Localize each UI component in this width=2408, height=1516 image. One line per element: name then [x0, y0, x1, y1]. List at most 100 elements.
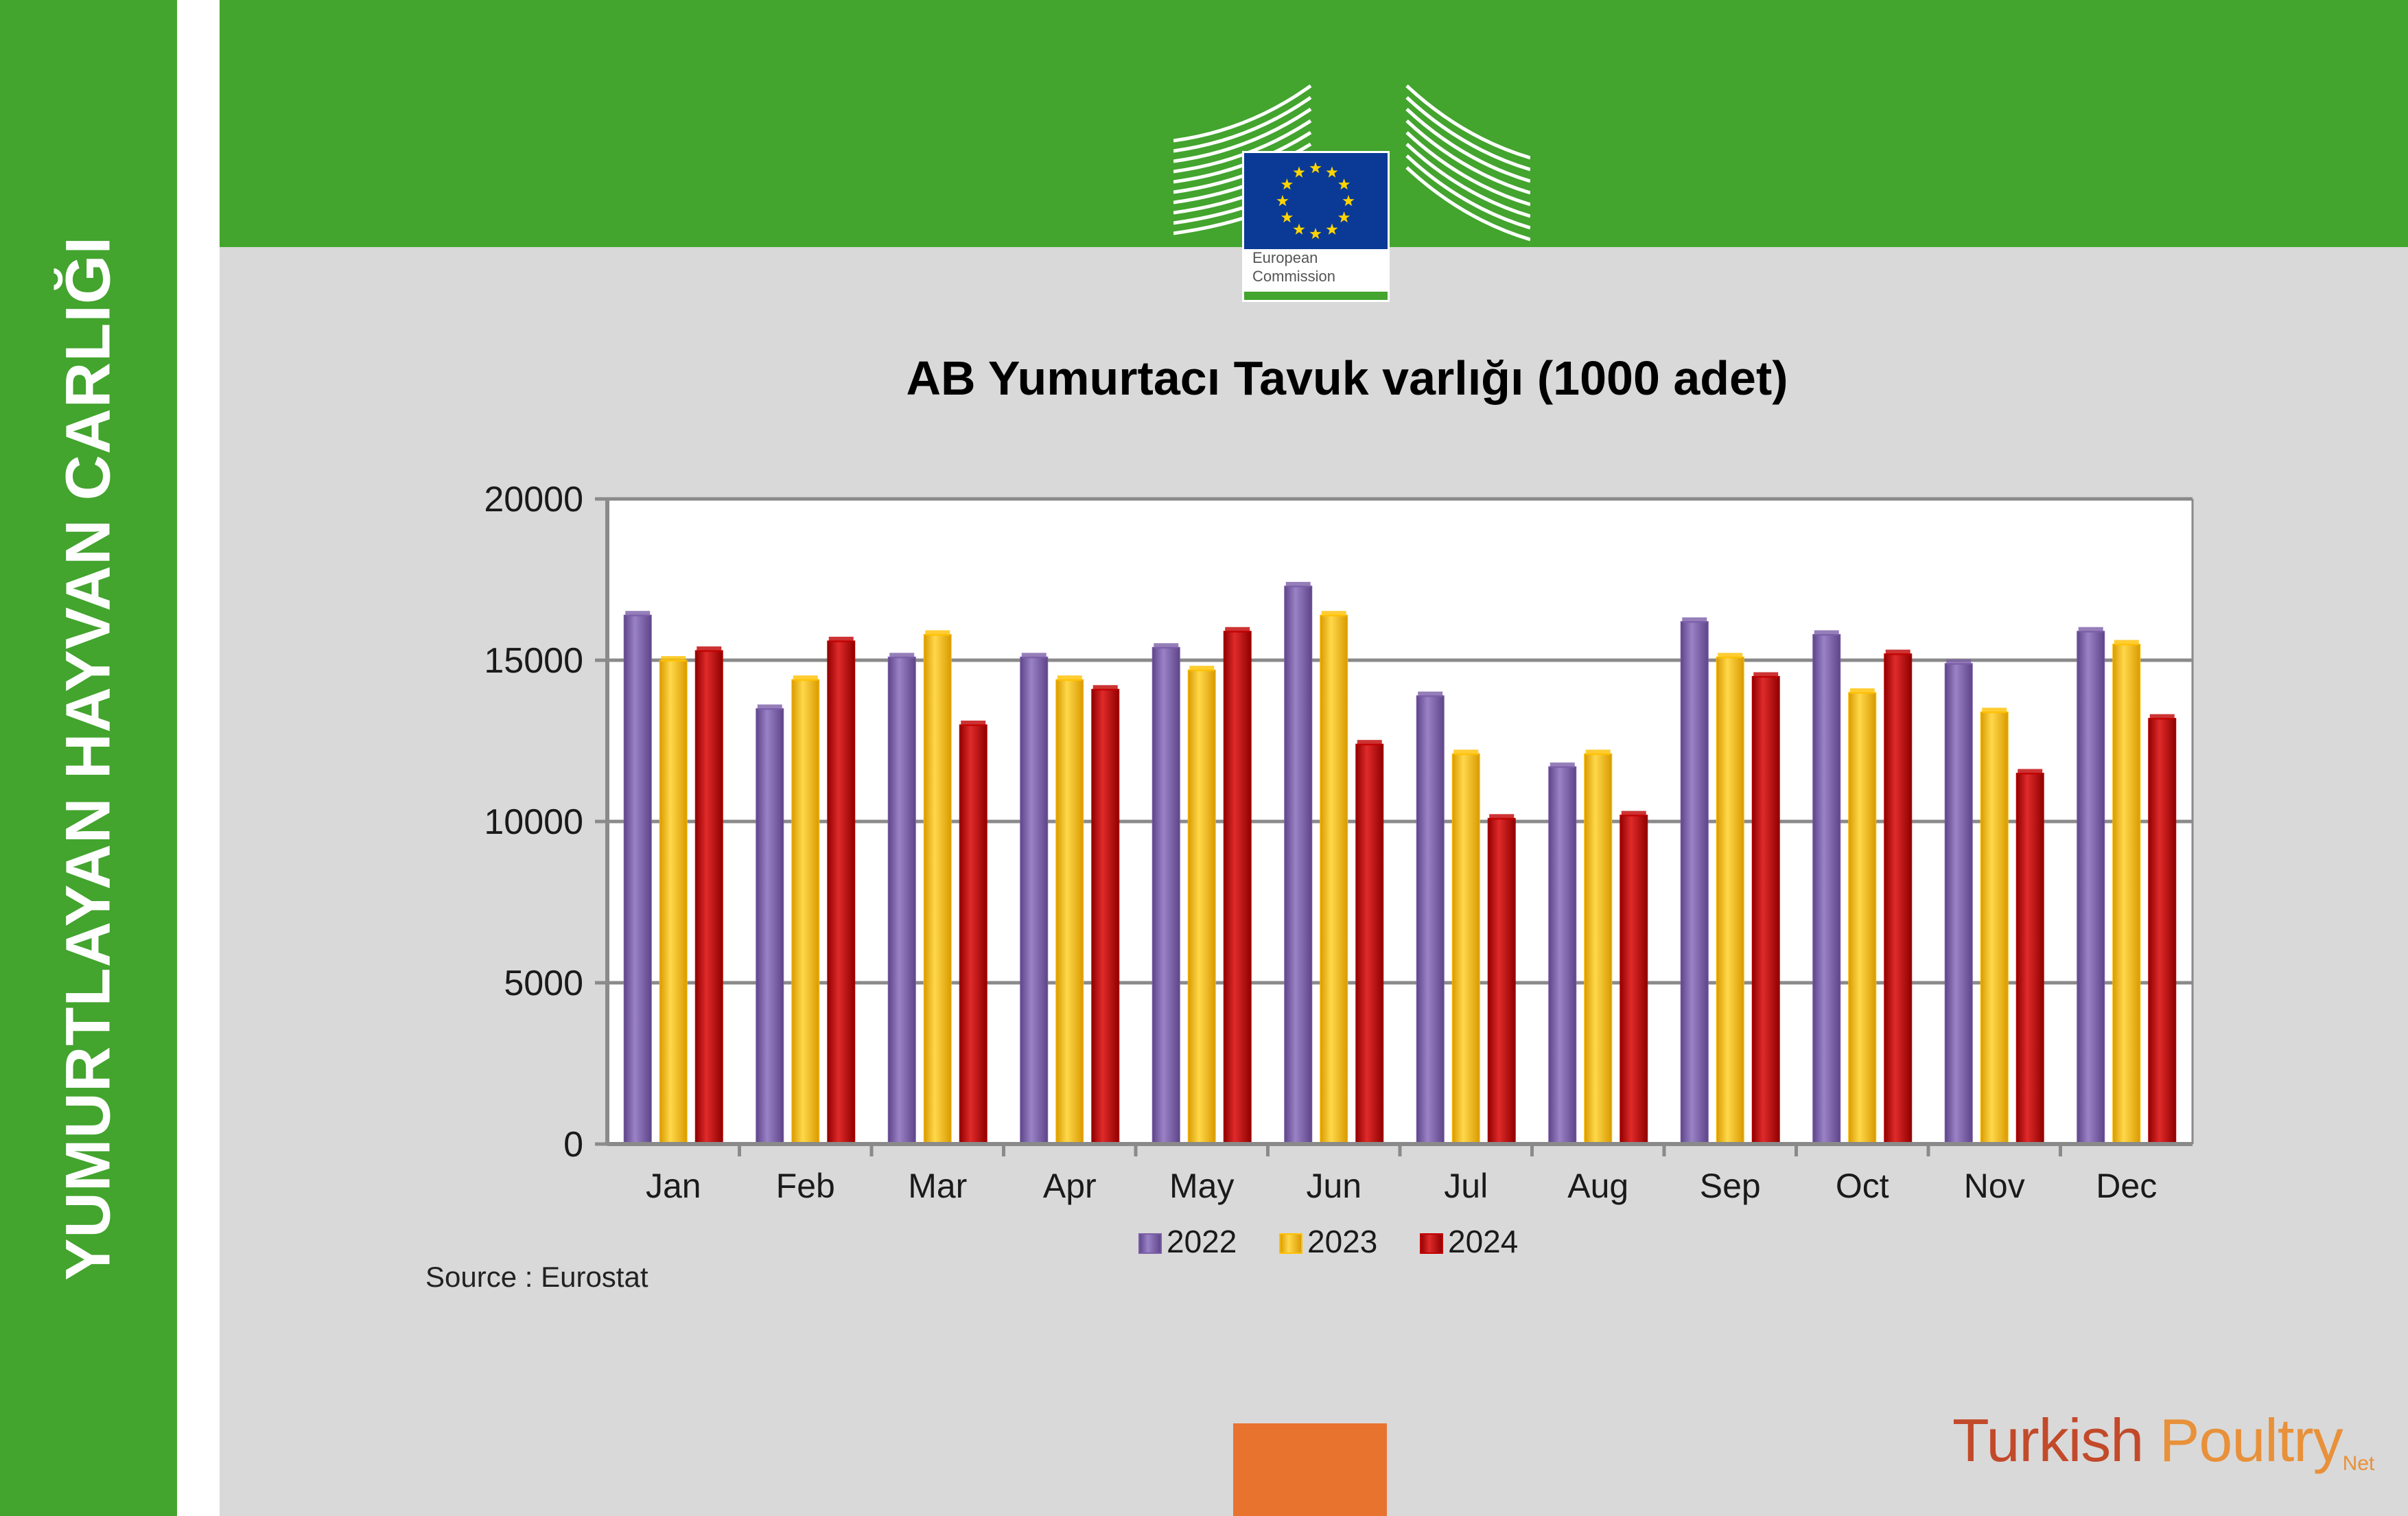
x-tick-label: Apr: [1043, 1167, 1097, 1205]
bar-cap: [1718, 653, 1743, 659]
bar-cap: [1489, 814, 1515, 820]
bar-cap: [1357, 740, 1382, 746]
logo-line2: Commission: [1252, 268, 1335, 285]
bar-cap: [697, 646, 722, 652]
x-tick-label: Jan: [646, 1167, 701, 1205]
eu-star-icon: [1276, 195, 1289, 207]
bar-2024-sep: [1751, 676, 1780, 1145]
bar-2023-jul: [1451, 753, 1480, 1145]
bar-cap: [1321, 611, 1346, 617]
chart-title: AB Yumurtacı Tavuk varlığı (1000 adet): [906, 351, 1788, 405]
bar-cap: [1849, 688, 1875, 694]
y-tick-label: 5000: [504, 964, 583, 1003]
bar-cap: [889, 653, 915, 659]
eu-star-icon: [1293, 166, 1305, 178]
eu-star-icon: [1309, 228, 1322, 240]
bar-cap: [1225, 627, 1250, 633]
bar-2023-mar: [923, 633, 952, 1145]
bar-2023-nov: [1980, 711, 2009, 1145]
bar-cap: [757, 704, 782, 710]
bar-2022-jun: [1284, 585, 1313, 1145]
y-tick-label: 0: [563, 1125, 583, 1165]
source-note: Source : Eurostat: [425, 1261, 648, 1293]
bar-2024-aug: [1620, 815, 1648, 1145]
bar-cap: [961, 721, 986, 726]
brand-part3: Net: [2342, 1452, 2375, 1475]
bar-2024-jan: [694, 650, 723, 1145]
y-tick-label: 15000: [484, 641, 583, 681]
sidebar: YUMURTLAYAN HAYVAN CARLIĞI: [0, 0, 177, 1516]
bar-2023-jan: [659, 660, 688, 1145]
bar-cap: [625, 611, 651, 617]
brand-part1: Turkish: [1952, 1406, 2160, 1474]
bar-cap: [1154, 643, 1179, 649]
bar-cap: [2018, 769, 2043, 775]
bar-2022-sep: [1680, 621, 1709, 1145]
x-tick-label: Feb: [776, 1167, 835, 1205]
bar-cap: [1946, 659, 1972, 665]
bar-2022-nov: [1944, 663, 1973, 1145]
x-tick-label: Sep: [1700, 1167, 1761, 1205]
bar-2023-jun: [1320, 614, 1348, 1145]
x-tick-label: May: [1169, 1167, 1234, 1205]
bar-cap: [1982, 708, 2007, 714]
bar-2023-dec: [2112, 644, 2141, 1145]
y-tick-label: 20000: [484, 480, 583, 520]
bar-cap: [1621, 811, 1646, 817]
eu-star-icon: [1326, 166, 1338, 178]
x-tick-label: Oct: [1836, 1167, 1889, 1205]
bar-cap: [2078, 627, 2103, 633]
eu-star-icon: [1281, 211, 1293, 223]
eu-star-icon: [1338, 178, 1351, 190]
bar-2023-aug: [1584, 753, 1613, 1145]
bar-cap: [661, 656, 686, 662]
bar-2023-feb: [791, 679, 820, 1145]
turkish-poultry-logo: Turkish PoultryNet: [1952, 1406, 2374, 1488]
bar-cap: [1682, 617, 1707, 623]
legend-swatch-2022: [1138, 1233, 1162, 1254]
bar-2023-sep: [1716, 656, 1744, 1145]
eu-star-icon: [1281, 178, 1293, 190]
bar-2024-feb: [827, 640, 856, 1145]
legend-swatch-2023: [1279, 1233, 1302, 1254]
x-tick-label: Aug: [1567, 1167, 1628, 1205]
bar-2022-dec: [2077, 631, 2105, 1145]
bar-cap: [793, 675, 818, 681]
bar-2024-nov: [2015, 773, 2044, 1145]
european-commission-logo: European Commission: [1173, 84, 1530, 302]
bar-cap: [1885, 649, 1910, 655]
bar-cap: [2114, 640, 2139, 646]
bar-cap: [1814, 630, 1839, 636]
legend-label-2023: 2023: [1307, 1224, 1377, 1259]
bar-2024-apr: [1091, 688, 1120, 1145]
bar-2024-jul: [1487, 817, 1516, 1145]
bar-cap: [1418, 691, 1443, 697]
bar-2022-mar: [887, 656, 916, 1145]
bar-cap: [1550, 762, 1575, 769]
bar-2024-mar: [959, 724, 987, 1145]
bar-cap: [1453, 749, 1479, 756]
eu-star-icon: [1338, 211, 1351, 223]
legend-label-2022: 2022: [1167, 1224, 1237, 1259]
brand-part2: Poultry: [2159, 1406, 2343, 1474]
bar-cap: [2149, 714, 2175, 720]
x-tick-label: Dec: [2096, 1167, 2157, 1205]
bar-cap: [1753, 672, 1779, 678]
footer-square: [1233, 1423, 1387, 1516]
bar-2024-jun: [1355, 743, 1384, 1145]
bar-2024-dec: [2148, 718, 2177, 1145]
x-tick-label: Mar: [908, 1167, 967, 1205]
eu-star-icon: [1309, 162, 1322, 174]
bar-cap: [1285, 581, 1311, 587]
eu-star-icon: [1326, 223, 1338, 235]
bar-cap: [1189, 666, 1215, 672]
bar-2022-may: [1152, 646, 1180, 1145]
eu-star-icon: [1293, 223, 1305, 235]
bar-2022-oct: [1812, 633, 1841, 1145]
bar-cap: [1057, 675, 1082, 681]
bar-cap: [828, 636, 854, 642]
bar-cap: [1021, 653, 1047, 659]
bar-2022-aug: [1548, 766, 1577, 1145]
eu-star-icon: [1342, 195, 1355, 207]
